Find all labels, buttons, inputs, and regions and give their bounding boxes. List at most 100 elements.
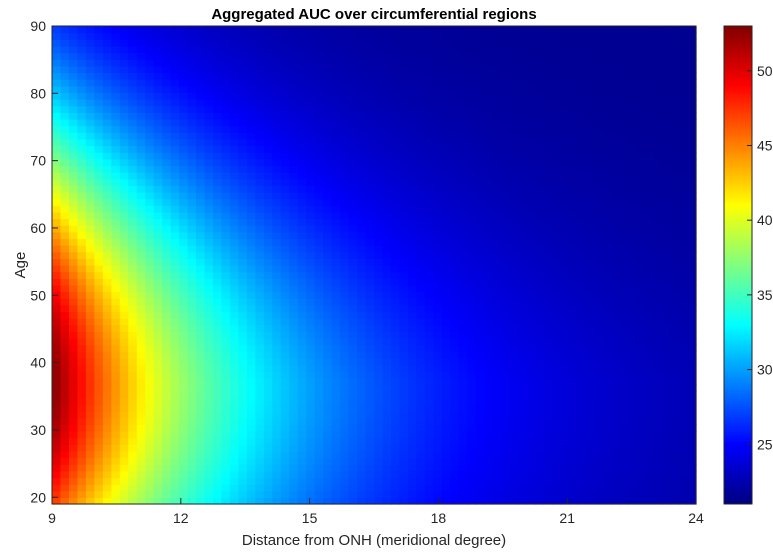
heatmap-cell (255, 251, 265, 259)
heatmap-cell (611, 377, 621, 386)
heatmap-cell (60, 205, 70, 213)
heatmap-cell (687, 298, 697, 306)
heatmap-cell (272, 444, 282, 452)
heatmap-cell (687, 118, 697, 127)
heatmap-cell (636, 145, 646, 153)
heatmap-cell (145, 92, 155, 100)
heatmap-cell (585, 72, 595, 80)
heatmap-cell (501, 165, 511, 173)
heatmap-cell (102, 72, 112, 80)
heatmap-cell (645, 391, 655, 399)
heatmap-cell (619, 457, 629, 465)
heatmap-cell (331, 265, 341, 273)
heatmap-cell (594, 72, 604, 80)
heatmap-cell (272, 497, 282, 505)
heatmap-cell (374, 138, 384, 147)
heatmap-cell (102, 211, 112, 220)
heatmap-cell (60, 417, 70, 425)
heatmap-cell (441, 318, 451, 326)
heatmap-cell (399, 198, 409, 206)
heatmap-cell (119, 85, 129, 93)
heatmap-cell (433, 198, 443, 206)
heatmap-cell (433, 165, 443, 173)
heatmap-cell (128, 291, 138, 299)
heatmap-cell (314, 377, 324, 386)
heatmap-cell (594, 464, 604, 472)
heatmap-cell (390, 490, 401, 498)
heatmap-cell (314, 304, 324, 313)
heatmap-cell (526, 225, 536, 233)
heatmap-cell (162, 470, 172, 479)
heatmap-cell (85, 417, 95, 425)
heatmap-cell (289, 464, 299, 472)
heatmap-cell (551, 477, 562, 485)
heatmap-cell (153, 291, 163, 299)
heatmap-cell (297, 437, 307, 445)
heatmap-cell (348, 198, 358, 206)
heatmap-cell (52, 138, 62, 147)
heatmap-cell (68, 298, 79, 306)
heatmap-cell (263, 477, 273, 485)
heatmap-cell (407, 464, 417, 472)
heatmap-cell (611, 331, 621, 339)
heatmap-cell (382, 364, 392, 372)
heatmap-cell (196, 318, 206, 326)
heatmap-cell (170, 105, 180, 113)
heatmap-cell (619, 371, 629, 379)
heatmap-cell (348, 291, 358, 299)
heatmap-cell (594, 357, 604, 366)
heatmap-cell (111, 324, 121, 332)
heatmap-cell (128, 251, 138, 259)
heatmap-cell (85, 324, 95, 332)
heatmap-cell (119, 371, 129, 379)
heatmap-cell (162, 490, 172, 498)
heatmap-cell (229, 331, 240, 339)
heatmap-cell (68, 324, 79, 332)
heatmap-cell (416, 364, 426, 372)
heatmap-cell (221, 172, 231, 180)
heatmap-cell (272, 231, 282, 240)
heatmap-cell (162, 92, 172, 100)
heatmap-cell (416, 99, 426, 107)
heatmap-cell (289, 112, 299, 120)
heatmap-cell (407, 311, 417, 319)
heatmap-cell (424, 99, 434, 107)
heatmap-cell (289, 490, 299, 498)
heatmap-cell (416, 265, 426, 273)
heatmap-cell (518, 484, 528, 492)
heatmap-cell (85, 311, 95, 319)
heatmap-cell (619, 132, 629, 140)
heatmap-cell (484, 278, 494, 286)
heatmap-cell (662, 251, 672, 259)
heatmap-cell (399, 138, 409, 147)
heatmap-cell (289, 251, 299, 259)
heatmap-cell (196, 211, 206, 220)
heatmap-cell (543, 424, 553, 432)
heatmap-cell (518, 158, 528, 167)
heatmap-cell (289, 231, 299, 240)
heatmap-cell (594, 404, 604, 412)
heatmap-cell (619, 464, 629, 472)
heatmap-cell (424, 178, 434, 186)
heatmap-cell (501, 145, 511, 153)
heatmap-cell (687, 85, 697, 93)
heatmap-cell (585, 79, 595, 87)
heatmap-cell (246, 65, 256, 74)
heatmap-cell (111, 278, 121, 286)
heatmap-cell (77, 152, 87, 160)
heatmap-cell (450, 377, 460, 386)
heatmap-cell (543, 99, 553, 107)
heatmap-cell (280, 152, 290, 160)
heatmap-cell (187, 338, 197, 346)
heatmap-cell (543, 411, 553, 419)
heatmap-cell (594, 470, 604, 479)
heatmap-cell (602, 291, 612, 299)
heatmap-cell (475, 191, 485, 200)
heatmap-cell (509, 271, 519, 279)
heatmap-cell (687, 304, 697, 313)
heatmap-cell (357, 497, 367, 505)
heatmap-cell (238, 377, 248, 386)
heatmap-cell (611, 132, 621, 140)
heatmap-cell (535, 178, 545, 186)
heatmap-cell (60, 404, 70, 412)
